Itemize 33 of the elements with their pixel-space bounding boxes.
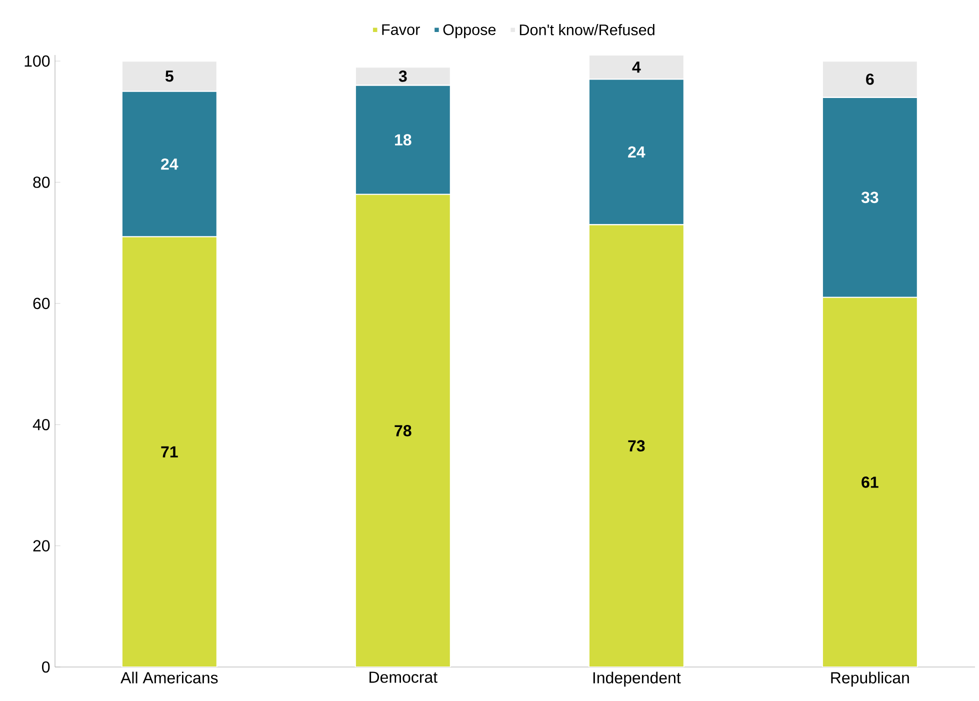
bar [588, 54, 684, 80]
x-tick-label: All Americans [120, 672, 218, 684]
y-tick-label: 40 [32, 418, 50, 430]
bar [588, 224, 684, 667]
y-tick-label: 0 [42, 661, 50, 673]
x-tick-label: Independent [593, 672, 681, 687]
data-label: 18 [395, 134, 412, 146]
bar [822, 60, 918, 98]
data-label: 61 [862, 476, 878, 488]
data-label: 73 [628, 440, 645, 452]
legend-label: Oppose [443, 24, 496, 38]
data-label: 78 [394, 425, 412, 436]
y-tick-label: 20 [33, 540, 50, 552]
y-tick-label: 80 [33, 176, 50, 188]
bar [354, 66, 451, 86]
bar [121, 60, 218, 92]
legend-label: Favor [382, 24, 420, 36]
bar [354, 194, 451, 667]
y-tick-label: 60 [33, 298, 50, 310]
data-label: 33 [861, 192, 878, 204]
bar [121, 236, 218, 667]
data-label: 24 [628, 146, 646, 158]
data-label: 3 [398, 70, 407, 82]
legend-label: Don't know/Refused [520, 24, 654, 36]
data-label: 24 [161, 158, 178, 170]
data-label: 71 [161, 446, 178, 458]
x-tick-label: Republican [831, 672, 909, 687]
data-label: 5 [165, 70, 174, 82]
y-tick-label: 100 [24, 55, 50, 67]
bar [822, 296, 918, 667]
x-tick-label: Democrat [370, 672, 438, 683]
data-label: 6 [866, 74, 874, 85]
data-label: 4 [632, 62, 641, 73]
